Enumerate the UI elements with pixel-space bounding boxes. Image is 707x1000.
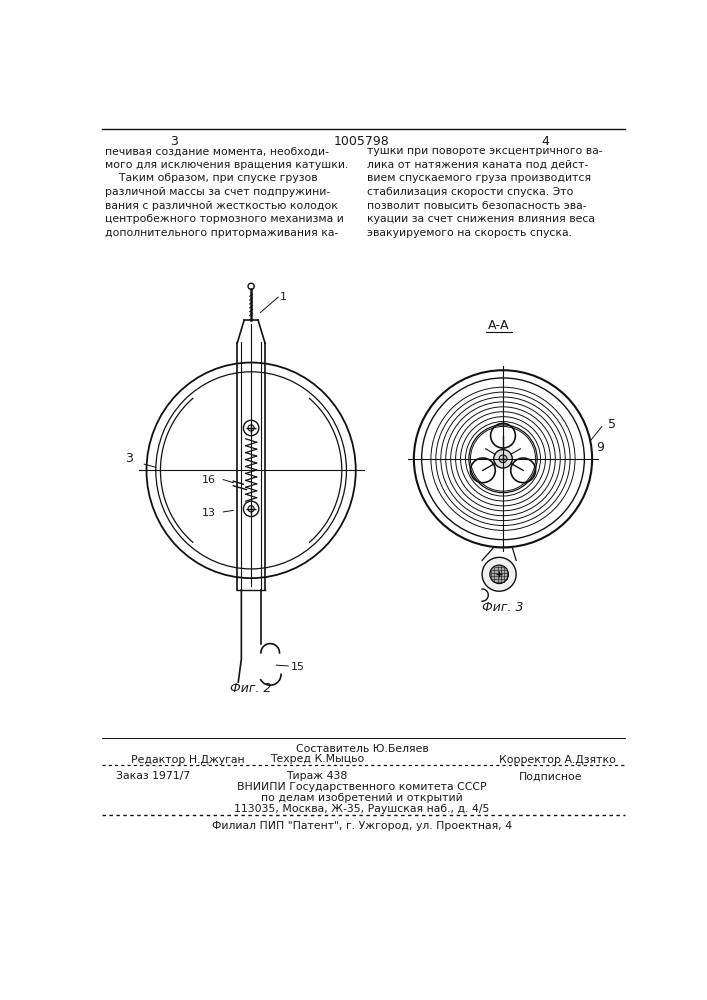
Text: 15: 15 [291,662,304,672]
Text: Филиал ПИП "Патент", г. Ужгород, ул. Проектная, 4: Филиал ПИП "Патент", г. Ужгород, ул. Про… [212,821,512,831]
Circle shape [493,450,513,468]
Text: Заказ 1971/7: Заказ 1971/7 [115,771,189,781]
Text: Фиг. 3: Фиг. 3 [482,601,524,614]
Text: печивая создание момента, необходи-
мого для исключения вращения катушки.
    Та: печивая создание момента, необходи- мого… [105,146,349,238]
Circle shape [490,565,508,584]
Text: 113035, Москва, Ж-35, Раушская наб., д. 4/5: 113035, Москва, Ж-35, Раушская наб., д. … [234,804,490,814]
Text: по делам изобретений и открытий: по делам изобретений и открытий [261,793,463,803]
Text: 1005798: 1005798 [334,135,390,148]
Text: Фиг. 2: Фиг. 2 [230,682,272,695]
Text: 4: 4 [542,135,549,148]
Text: 3: 3 [124,452,132,465]
Text: Составитель Ю.Беляев: Составитель Ю.Беляев [296,744,428,754]
Text: 5: 5 [607,418,616,431]
Text: 1: 1 [280,292,287,302]
Text: Техред К.Мыцьо: Техред К.Мыцьо [270,754,364,764]
Text: 3: 3 [170,135,177,148]
Text: тушки при повороте эксцентричного ва-
лика от натяжения каната под дейст-
вием с: тушки при повороте эксцентричного ва- ли… [368,146,603,238]
Text: Подписное: Подписное [518,771,582,781]
Text: Тираж 438: Тираж 438 [286,771,348,781]
Text: 16: 16 [201,475,216,485]
Text: ВНИИПИ Государственного комитета СССР: ВНИИПИ Государственного комитета СССР [237,782,486,792]
Circle shape [482,557,516,591]
Text: Корректор А.Дзятко: Корректор А.Дзятко [499,754,616,765]
Text: А-А: А-А [489,319,510,332]
Text: 13: 13 [201,508,216,518]
Text: Редактор Н.Джуган: Редактор Н.Джуган [131,754,245,765]
Text: 9: 9 [596,441,604,454]
